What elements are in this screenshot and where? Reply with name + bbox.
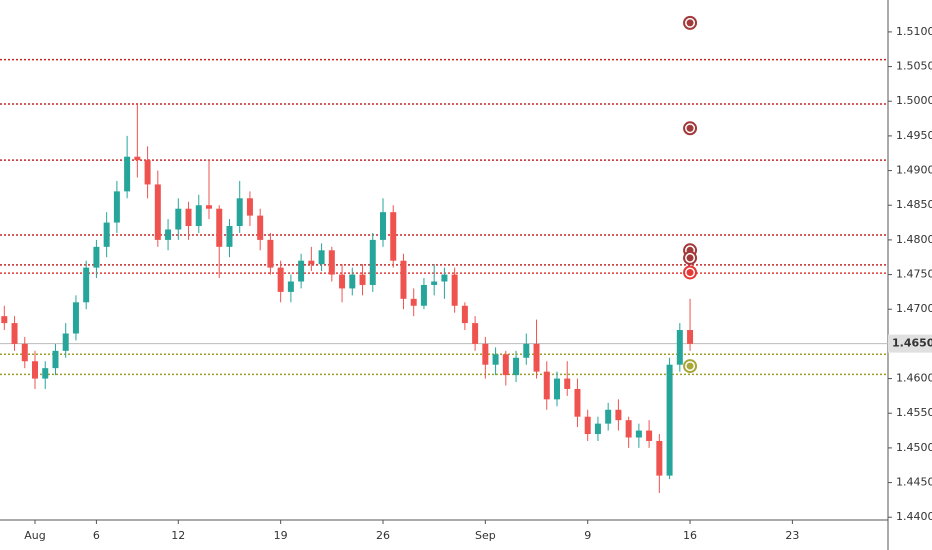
candle-body	[646, 430, 653, 441]
x-tick-label: 23	[785, 529, 799, 542]
x-tick-label: 16	[683, 529, 697, 542]
alert-marker-dot	[686, 19, 694, 27]
candle-body	[584, 416, 591, 435]
candle-body	[216, 208, 223, 247]
current-price-label: 1.46504	[892, 337, 932, 350]
candle-body	[594, 423, 601, 435]
candle-body	[308, 260, 315, 265]
alert-marker-dot	[686, 268, 694, 276]
x-tick-label: Aug	[24, 529, 45, 542]
candle-body	[226, 226, 233, 247]
candle-body	[32, 361, 39, 379]
y-tick-label: 1.44500	[896, 476, 932, 489]
y-tick-label: 1.50500	[896, 60, 932, 73]
candle-body	[431, 281, 438, 285]
x-tick-label: 6	[93, 529, 100, 542]
y-tick-label: 1.47000	[896, 302, 932, 315]
candle-body	[676, 330, 683, 365]
candle-body	[287, 281, 294, 292]
x-tick-label: 9	[584, 529, 591, 542]
candle-body	[533, 343, 540, 372]
candle-body	[267, 239, 274, 268]
candle-body	[165, 229, 172, 240]
y-tick-label: 1.50000	[896, 94, 932, 107]
candle-body	[359, 274, 366, 285]
candle-body	[42, 368, 49, 379]
candle-body	[615, 409, 622, 421]
candle-body	[236, 198, 243, 227]
y-tick-label: 1.49500	[896, 129, 932, 142]
y-tick-label: 1.48000	[896, 233, 932, 246]
candle-body	[154, 184, 161, 240]
candle-body	[113, 191, 120, 223]
candle-body	[195, 205, 202, 227]
candle-body	[52, 350, 59, 369]
candle-body	[543, 371, 550, 400]
candle-body	[482, 343, 489, 365]
candle-body	[441, 274, 448, 282]
alert-marker-dot	[686, 362, 694, 370]
candle-body	[124, 156, 131, 192]
candle-body	[83, 267, 90, 303]
candle-body	[472, 323, 479, 344]
y-tick-label: 1.45000	[896, 441, 932, 454]
y-tick-label: 1.46000	[896, 372, 932, 385]
candle-body	[175, 208, 182, 230]
candle-body	[93, 246, 100, 268]
candle-body	[574, 388, 581, 417]
candle-body	[492, 354, 499, 365]
y-tick-label: 1.45500	[896, 406, 932, 419]
candle-body	[144, 160, 151, 185]
candle-body	[666, 364, 673, 476]
candle-body	[625, 420, 632, 438]
candle-body	[134, 156, 141, 161]
candle-body	[257, 215, 264, 240]
candle-body	[72, 302, 79, 334]
candle-body	[502, 354, 509, 376]
candle-body	[206, 205, 213, 209]
candle-body	[103, 222, 110, 247]
candle-body	[687, 330, 694, 344]
candle-body	[420, 284, 427, 306]
y-tick-label: 1.47500	[896, 268, 932, 281]
candle-body	[605, 409, 612, 424]
candle-body	[379, 212, 386, 240]
candle-body	[298, 260, 305, 282]
x-tick-label: Sep	[475, 529, 496, 542]
candle-body	[410, 298, 417, 306]
candle-body	[656, 440, 663, 476]
candle-body	[11, 323, 18, 344]
x-tick-label: 19	[274, 529, 288, 542]
candle-body	[328, 250, 335, 275]
candle-body	[369, 239, 376, 285]
x-tick-label: 12	[171, 529, 185, 542]
alert-marker-dot	[686, 254, 694, 262]
candle-body	[400, 260, 407, 299]
candle-body	[635, 430, 642, 438]
y-tick-label: 1.44000	[896, 510, 932, 523]
candle-body	[553, 378, 560, 400]
alert-marker-dot	[686, 124, 694, 132]
candle-body	[461, 305, 468, 324]
current-price-box	[888, 334, 932, 353]
candle-body	[318, 250, 325, 265]
y-tick-label: 1.48500	[896, 198, 932, 211]
y-tick-label: 1.49000	[896, 164, 932, 177]
candle-body	[451, 274, 458, 306]
candle-body	[349, 274, 356, 289]
x-tick-label: 26	[376, 529, 390, 542]
candle-body	[1, 316, 8, 324]
candle-body	[523, 343, 530, 358]
candle-body	[185, 208, 192, 227]
candle-body	[62, 333, 69, 351]
candle-body	[564, 378, 571, 389]
candle-body	[339, 274, 346, 289]
candle-body	[513, 357, 520, 376]
candle-body	[277, 267, 284, 292]
candle-body	[246, 198, 253, 216]
y-tick-label: 1.51000	[896, 25, 932, 38]
candle-body	[390, 212, 397, 261]
candle-body	[21, 343, 28, 362]
